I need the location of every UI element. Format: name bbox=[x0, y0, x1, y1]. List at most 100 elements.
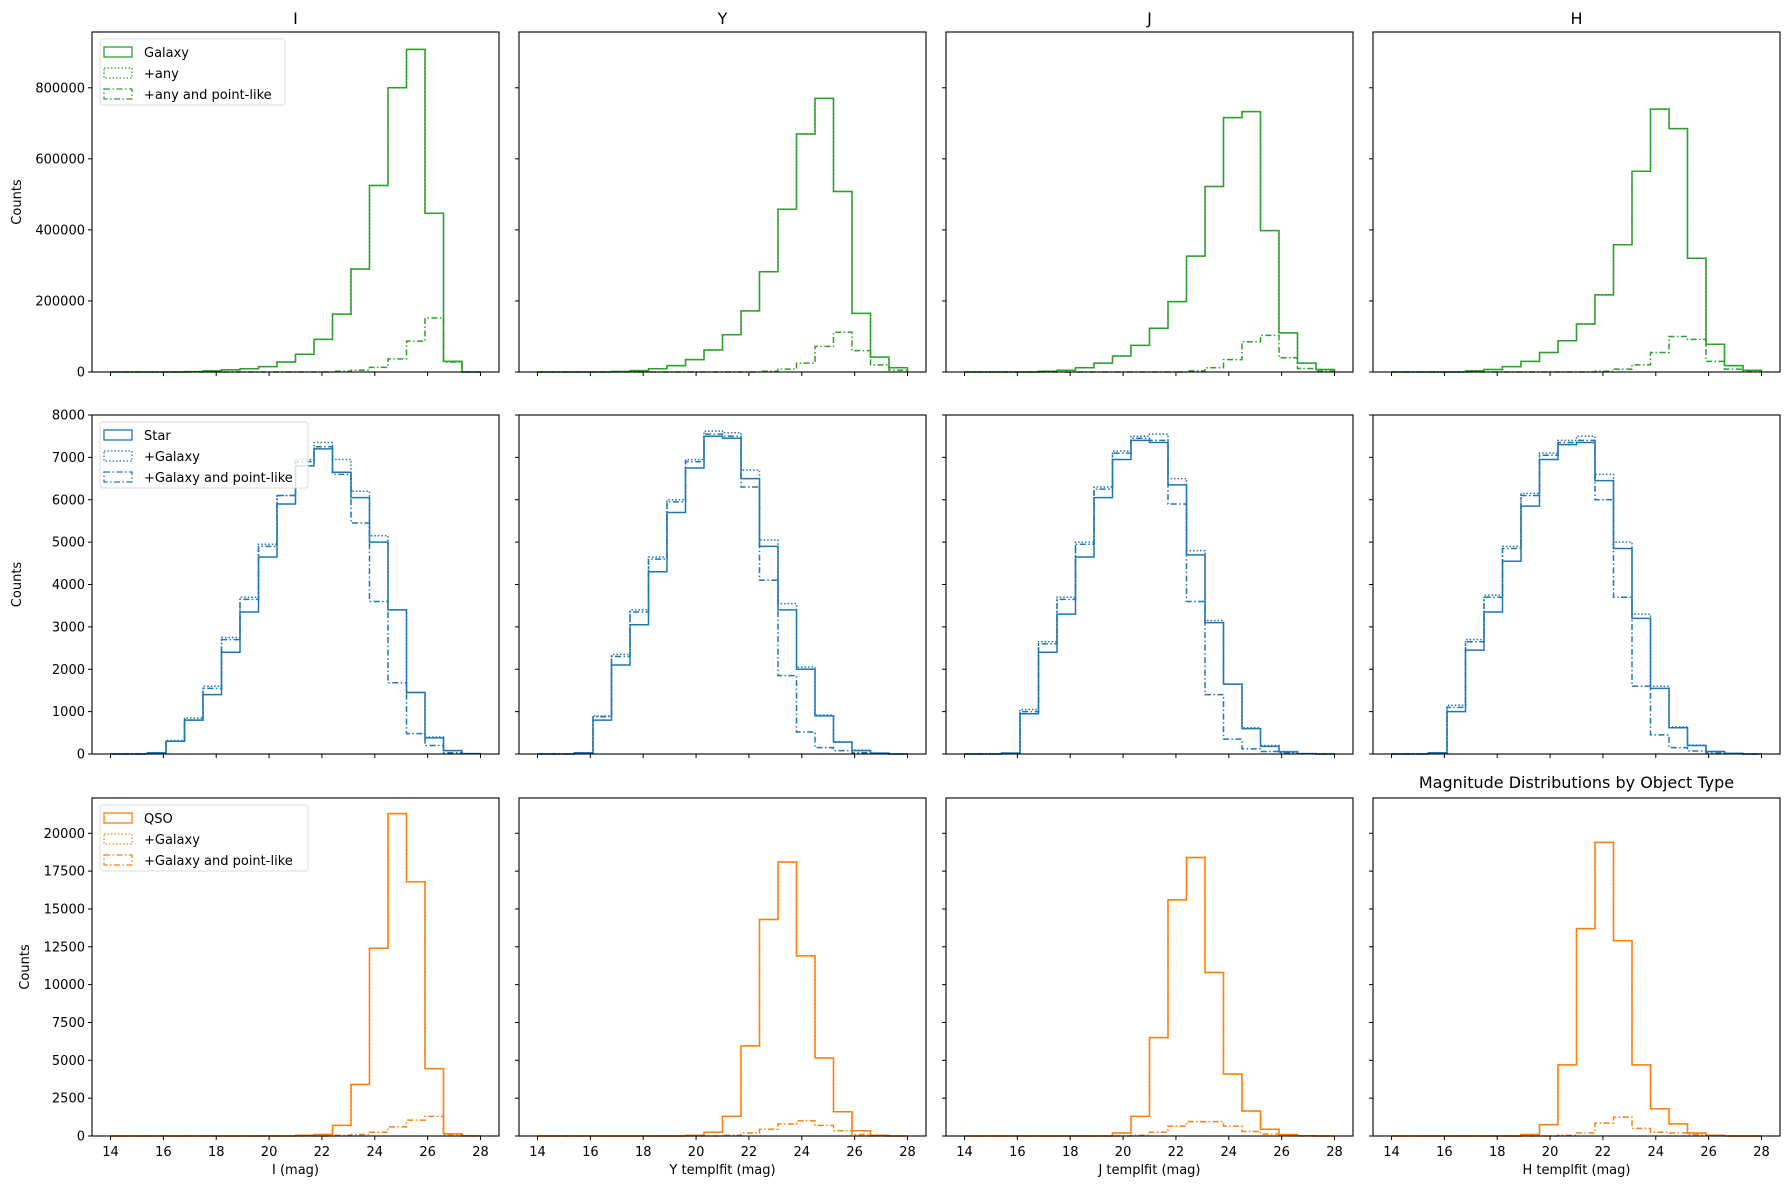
x-tick-label: 14 bbox=[529, 1145, 546, 1160]
column-title: J bbox=[1146, 9, 1152, 28]
x-tick-label: 24 bbox=[1648, 1145, 1665, 1160]
y-tick-label: 7500 bbox=[52, 1016, 85, 1031]
panel-1-2 bbox=[942, 414, 1354, 758]
x-tick-label: 22 bbox=[314, 1145, 331, 1160]
y-tick-label: 8000 bbox=[52, 409, 85, 424]
x-tick-label: 28 bbox=[1326, 1145, 1343, 1160]
panel-1-0: 0 1000 2000 3000 4000 5000 6000 7000 8000 Counts S… bbox=[10, 409, 500, 763]
column-title: H bbox=[1570, 9, 1582, 28]
series-dotted-step bbox=[964, 433, 1335, 755]
y-tick-label: 4000 bbox=[52, 578, 85, 593]
legend-swatch-dashdot bbox=[103, 471, 133, 483]
x-tick-label: 14 bbox=[102, 1145, 119, 1160]
legend-swatch-dotted bbox=[103, 67, 133, 79]
series-dotted-step bbox=[537, 430, 908, 755]
y-tick-label: 10000 bbox=[44, 978, 85, 993]
panel-2-2: 14 16 18 20 22 24 26 28 J templfit (mag) bbox=[942, 797, 1354, 1178]
legend-box bbox=[99, 804, 309, 872]
x-tick-label: 20 bbox=[1542, 1145, 1559, 1160]
legend-label: +any bbox=[144, 67, 179, 82]
x-tick-label: 24 bbox=[1221, 1145, 1238, 1160]
panel-0-3: H bbox=[1369, 9, 1781, 376]
x-tick-label: 22 bbox=[741, 1145, 758, 1160]
panel-1-3 bbox=[1369, 414, 1781, 758]
legend-box bbox=[99, 38, 286, 106]
y-tick-label: 400000 bbox=[35, 223, 85, 238]
x-tick-label: 28 bbox=[472, 1145, 489, 1160]
y-tick-label: 600000 bbox=[35, 152, 85, 167]
x-tick-label: 18 bbox=[1062, 1145, 1079, 1160]
x-axis-label: J templfit (mag) bbox=[1097, 1163, 1200, 1178]
legend-label: +Galaxy bbox=[144, 450, 200, 465]
x-tick-label: 24 bbox=[794, 1145, 811, 1160]
axes-frame bbox=[91, 797, 500, 1137]
y-axis-label: Counts bbox=[10, 179, 25, 225]
panel-0-2: J bbox=[942, 9, 1354, 376]
legend-swatch-dashdot bbox=[103, 854, 133, 866]
axes-frame bbox=[518, 414, 927, 755]
panel-1-1 bbox=[515, 414, 927, 758]
y-tick-label: 3000 bbox=[52, 620, 85, 635]
y-tick-label: 6000 bbox=[52, 493, 85, 508]
panel-2-3: 14 16 18 20 22 24 26 28 H templfit (mag) Magnitud… bbox=[1369, 773, 1781, 1178]
x-tick-label: 18 bbox=[208, 1145, 225, 1160]
axes-frame bbox=[91, 31, 500, 373]
legend-label: QSO bbox=[144, 812, 173, 827]
axes-frame bbox=[1372, 414, 1781, 755]
y-tick-label: 12500 bbox=[44, 940, 85, 955]
y-tick-label: 2500 bbox=[52, 1092, 85, 1107]
series-solid-step bbox=[1391, 841, 1762, 1137]
x-tick-label: 22 bbox=[1595, 1145, 1612, 1160]
series-solid-step bbox=[964, 856, 1335, 1137]
legend: Star +Galaxy +Galaxy and point-like bbox=[99, 421, 309, 489]
y-tick-label: 0 bbox=[77, 748, 85, 763]
axes-frame bbox=[518, 31, 927, 373]
series-solid-step bbox=[537, 861, 908, 1137]
x-tick-label: 20 bbox=[1115, 1145, 1132, 1160]
x-tick-label: 16 bbox=[1436, 1145, 1453, 1160]
x-tick-label: 28 bbox=[1753, 1145, 1770, 1160]
series-dashdot-step bbox=[964, 437, 1335, 755]
legend-swatch-dotted bbox=[103, 833, 133, 845]
x-tick-label: 16 bbox=[1009, 1145, 1026, 1160]
legend-label: +Galaxy and point-like bbox=[144, 854, 293, 869]
y-tick-label: 200000 bbox=[35, 294, 85, 309]
x-tick-label: 26 bbox=[1700, 1145, 1717, 1160]
x-tick-label: 26 bbox=[1273, 1145, 1290, 1160]
axes-frame bbox=[1372, 797, 1781, 1137]
legend-swatch-solid bbox=[103, 429, 133, 441]
axes-frame bbox=[945, 414, 1354, 755]
x-tick-label: 18 bbox=[635, 1145, 652, 1160]
legend-swatch-dashdot bbox=[103, 88, 133, 100]
series-solid-step bbox=[537, 435, 908, 755]
legend-label: +Galaxy and point-like bbox=[144, 471, 293, 486]
series-solid-step bbox=[964, 439, 1335, 755]
series-dotted-step bbox=[537, 97, 909, 373]
legend-label: Galaxy bbox=[144, 46, 189, 61]
y-tick-label: 5000 bbox=[52, 536, 85, 551]
series-solid-step bbox=[964, 110, 1336, 373]
series-dashdot-step bbox=[110, 446, 482, 755]
y-tick-label: 20000 bbox=[44, 827, 85, 842]
series-dotted-step bbox=[1391, 108, 1763, 373]
legend-label: +any and point-like bbox=[144, 88, 272, 103]
series-dashdot-step bbox=[1391, 335, 1763, 373]
x-tick-label: 22 bbox=[1168, 1145, 1185, 1160]
y-tick-label: 0 bbox=[77, 1130, 85, 1145]
series-solid-step bbox=[110, 448, 482, 755]
x-tick-label: 18 bbox=[1489, 1145, 1506, 1160]
x-tick-label: 14 bbox=[1383, 1145, 1400, 1160]
series-dashdot-step bbox=[1391, 439, 1762, 755]
x-axis-label: Y templfit (mag) bbox=[668, 1163, 775, 1178]
legend: Galaxy +any +any and point-like bbox=[99, 38, 286, 106]
y-tick-label: 0 bbox=[77, 366, 85, 381]
legend-label: Star bbox=[144, 429, 171, 444]
x-tick-label: 28 bbox=[899, 1145, 916, 1160]
x-tick-label: 26 bbox=[419, 1145, 436, 1160]
legend-label: +Galaxy bbox=[144, 833, 200, 848]
column-title: Y bbox=[717, 9, 728, 28]
series-dotted-step bbox=[537, 861, 908, 1137]
panel-0-0: 0 200000 400000 600000 800000 I Counts Galaxy +a… bbox=[10, 9, 500, 381]
series-dashdot-step bbox=[110, 317, 481, 373]
